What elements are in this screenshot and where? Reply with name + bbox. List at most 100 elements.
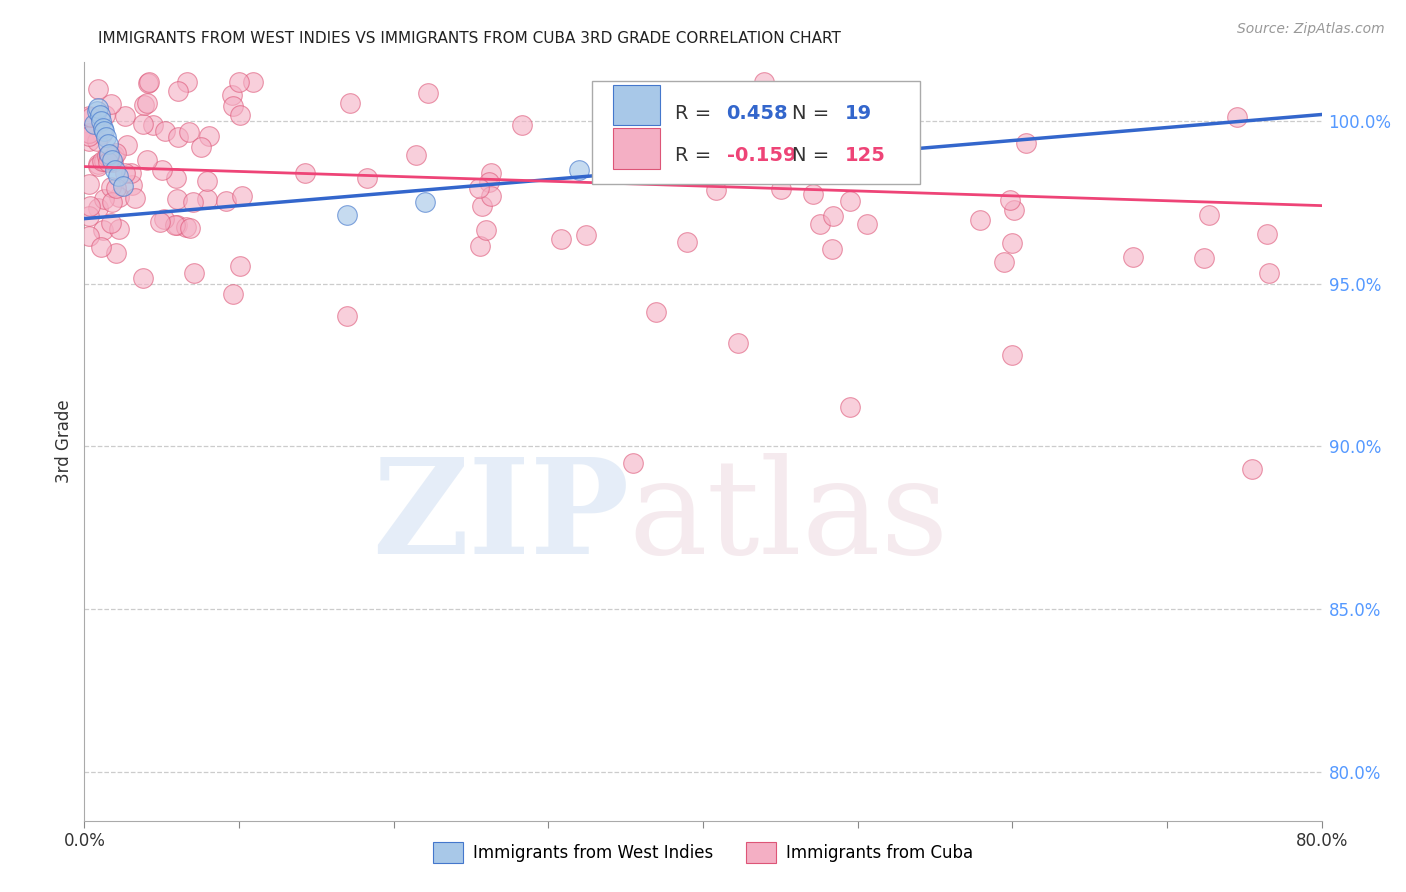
Point	[114, 109, 136, 123]
Point	[336, 309, 359, 323]
Point	[93, 124, 115, 138]
Point	[856, 217, 879, 231]
Text: IMMIGRANTS FROM WEST INDIES VS IMMIGRANTS FROM CUBA 3RD GRADE CORRELATION CHART: IMMIGRANTS FROM WEST INDIES VS IMMIGRANT…	[98, 31, 841, 46]
Point	[1122, 251, 1144, 265]
Point	[808, 217, 831, 231]
Point	[91, 223, 114, 237]
Point	[135, 96, 157, 111]
Point	[77, 229, 100, 244]
Point	[1257, 266, 1279, 280]
Point	[550, 232, 572, 246]
FancyBboxPatch shape	[613, 85, 659, 126]
Point	[993, 255, 1015, 269]
FancyBboxPatch shape	[592, 81, 920, 184]
Text: Source: ZipAtlas.com: Source: ZipAtlas.com	[1237, 22, 1385, 37]
Point	[474, 223, 496, 237]
Point	[103, 147, 125, 161]
Point	[821, 242, 844, 256]
Point	[222, 286, 245, 301]
Point	[479, 166, 502, 180]
Point	[87, 201, 110, 215]
Point	[228, 75, 250, 89]
Text: R =: R =	[675, 103, 717, 123]
Point	[112, 179, 135, 194]
Point	[91, 120, 114, 135]
Point	[100, 216, 122, 230]
Point	[132, 270, 155, 285]
Point	[630, 95, 652, 109]
Point	[166, 85, 188, 99]
Point	[104, 181, 127, 195]
Point	[132, 97, 155, 112]
Point	[190, 140, 212, 154]
Point	[94, 108, 117, 122]
Point	[100, 96, 122, 111]
Point	[510, 119, 533, 133]
Point	[575, 227, 598, 242]
Point	[120, 166, 142, 180]
Point	[1240, 462, 1263, 476]
Point	[77, 209, 100, 223]
Point	[89, 107, 111, 121]
Text: N =: N =	[792, 146, 835, 165]
Point	[467, 181, 489, 195]
Point	[644, 305, 666, 319]
Point	[621, 111, 644, 125]
Point	[181, 194, 204, 209]
Point	[1001, 235, 1024, 250]
Point	[90, 240, 112, 254]
Point	[104, 245, 127, 260]
Point	[167, 129, 190, 144]
Point	[97, 155, 120, 169]
Point	[90, 128, 112, 142]
Point	[86, 134, 108, 148]
Text: atlas: atlas	[628, 453, 949, 582]
Point	[675, 235, 697, 250]
Point	[177, 125, 200, 139]
Point	[165, 170, 187, 185]
Point	[478, 175, 501, 189]
Point	[471, 199, 494, 213]
Point	[405, 148, 427, 162]
Point	[98, 146, 121, 161]
Point	[100, 179, 122, 194]
Point	[706, 115, 728, 129]
Point	[479, 188, 502, 202]
Point	[79, 199, 101, 213]
Y-axis label: 3rd Grade: 3rd Grade	[55, 400, 73, 483]
Text: 19: 19	[845, 103, 872, 123]
Point	[108, 190, 131, 204]
Point	[87, 156, 110, 170]
Point	[176, 75, 198, 89]
Legend: Immigrants from West Indies, Immigrants from Cuba: Immigrants from West Indies, Immigrants …	[426, 836, 980, 869]
Text: -0.159: -0.159	[727, 146, 796, 165]
Point	[136, 153, 159, 168]
Point	[1015, 136, 1038, 150]
Point	[93, 153, 115, 168]
Point	[1001, 348, 1024, 362]
Text: ZIP: ZIP	[371, 453, 628, 582]
Point	[1198, 208, 1220, 222]
Point	[91, 154, 114, 169]
Point	[242, 75, 264, 89]
Point	[228, 259, 250, 273]
Point	[86, 104, 108, 119]
Point	[416, 87, 439, 101]
Point	[163, 219, 186, 233]
Point	[754, 75, 776, 89]
Point	[121, 178, 143, 193]
Point	[770, 182, 793, 196]
Point	[621, 456, 644, 470]
Point	[215, 194, 238, 208]
Point	[1225, 110, 1247, 124]
Point	[969, 212, 991, 227]
Point	[101, 153, 124, 167]
Point	[568, 162, 591, 177]
Point	[108, 222, 131, 236]
Point	[998, 193, 1021, 207]
Point	[221, 87, 243, 102]
Point	[103, 155, 125, 169]
Point	[198, 128, 221, 143]
Point	[339, 96, 361, 111]
Point	[96, 149, 118, 163]
